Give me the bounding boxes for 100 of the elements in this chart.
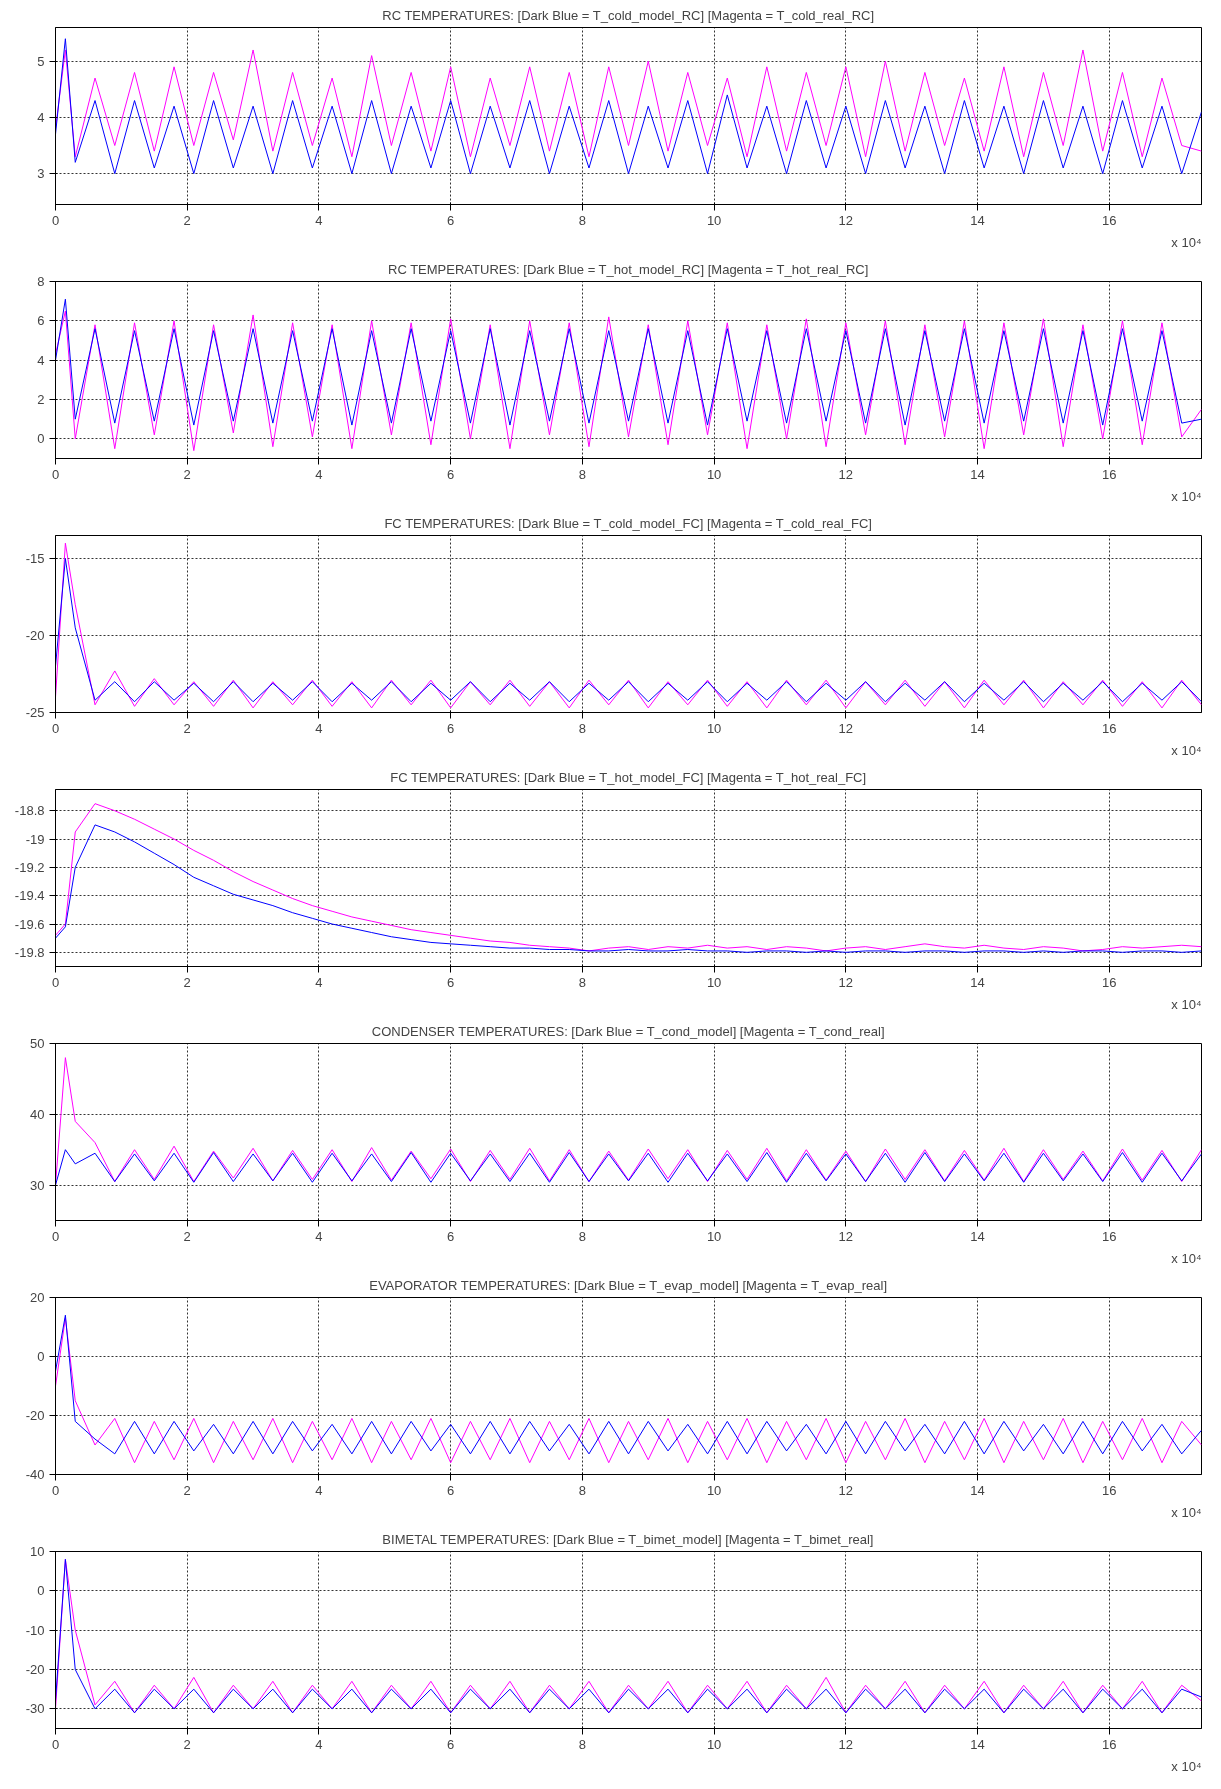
x-tick-label: 2 xyxy=(183,212,191,228)
x-tick-label: 4 xyxy=(315,1736,323,1752)
x-tick-label: 0 xyxy=(51,974,60,990)
y-tick-label: 3 xyxy=(37,166,45,182)
y-tick-label: 2 xyxy=(37,392,45,407)
text: x 10⁴ xyxy=(1171,234,1202,250)
x-tick-label: 16 xyxy=(1102,1482,1117,1498)
x-tick-label: 6 xyxy=(447,720,455,736)
x-tick-label: 0 xyxy=(51,1736,60,1752)
x-tick-label: 16 xyxy=(1102,212,1117,228)
x-tick-label: 6 xyxy=(447,1228,455,1244)
chart-title: RC TEMPERATURES: [Dark Blue = T_hot_model_RC] [Magenta = T_hot_real_RC] xyxy=(388,261,869,277)
text: x 10⁴ xyxy=(1171,1504,1202,1520)
y-tick-label: -20 xyxy=(25,1662,45,1677)
chart-title: FC TEMPERATURES: [Dark Blue = T_cold_model_FC] [Magenta = T_cold_real_FC] xyxy=(384,515,872,531)
x-tick-label: 10 xyxy=(706,974,722,990)
text: x 10⁴ xyxy=(1171,488,1202,504)
text: x 10⁴ xyxy=(1171,1250,1202,1266)
text: x 10⁴ xyxy=(1171,1758,1202,1774)
chart-title: BIMETAL TEMPERATURES: [Dark Blue = T_bimet_model] [Magenta = T_bimet_real] xyxy=(382,1531,874,1547)
x-tick-label: 2 xyxy=(183,1736,191,1752)
x-tick-label: 2 xyxy=(183,1482,191,1498)
x-tick-label: 10 xyxy=(706,1482,722,1498)
x-tick-label: 4 xyxy=(315,720,323,736)
y-tick-label: -10 xyxy=(25,1622,45,1638)
x-tick-label: 8 xyxy=(578,974,587,990)
y-tick-label: -40 xyxy=(25,1467,45,1482)
y-tick-label: 0 xyxy=(37,431,45,447)
line-series xyxy=(55,310,1202,452)
y-tick-label: -20 xyxy=(25,628,45,644)
x-tick-label: 10 xyxy=(706,212,722,228)
x-tick-label: 8 xyxy=(578,1482,587,1498)
line-series xyxy=(55,49,1202,158)
y-tick-label: -19.6 xyxy=(14,916,45,932)
y-tick-label: 50 xyxy=(30,1036,45,1051)
x-tick-label: 6 xyxy=(447,974,455,990)
y-tick-label: -25 xyxy=(25,705,45,720)
chart-title: EVAPORATOR TEMPERATURES: [Dark Blue = T_evap_model] [Magenta = T_evap_real] xyxy=(369,1277,888,1293)
y-tick-label: 20 xyxy=(30,1290,45,1305)
x-tick-label: 6 xyxy=(447,466,455,482)
y-tick-label: 5 xyxy=(37,53,45,69)
x-tick-label: 4 xyxy=(315,1228,323,1244)
x-tick-label: 10 xyxy=(706,1228,722,1244)
x-tick-label: 8 xyxy=(578,212,587,228)
y-tick-label: 4 xyxy=(37,352,45,368)
x-tick-label: 14 xyxy=(970,720,985,736)
line-series xyxy=(55,1149,1202,1186)
x-tick-label: 0 xyxy=(51,466,60,482)
x-tick-label: 12 xyxy=(838,212,854,228)
y-tick-label: -18.8 xyxy=(14,803,45,819)
x-tick-label: 14 xyxy=(970,1228,985,1244)
line-series xyxy=(55,38,1202,175)
x-tick-label: 2 xyxy=(183,974,191,990)
x-tick-label: 8 xyxy=(578,466,587,482)
y-tick-label: 40 xyxy=(30,1106,45,1122)
y-tick-label: 0 xyxy=(37,1349,45,1364)
x-tick-label: 2 xyxy=(183,720,191,736)
x-tick-label: 12 xyxy=(838,1482,854,1498)
x-tick-label: 14 xyxy=(970,1482,985,1498)
x-tick-label: 12 xyxy=(838,974,854,990)
line-series xyxy=(55,298,1202,426)
x-tick-label: 2 xyxy=(183,466,191,482)
x-tick-label: 6 xyxy=(447,1736,455,1752)
x-tick-label: 6 xyxy=(447,1482,455,1498)
y-tick-label: -30 xyxy=(25,1701,45,1717)
x-tick-label: 6 xyxy=(447,212,455,228)
y-tick-label: -19.8 xyxy=(14,944,45,960)
x-tick-label: 12 xyxy=(838,720,854,736)
y-tick-label: 30 xyxy=(30,1177,45,1193)
chart-title: FC TEMPERATURES: [Dark Blue = T_hot_model_FC] [Magenta = T_hot_real_FC] xyxy=(390,769,867,785)
y-tick-label: 6 xyxy=(37,313,45,329)
y-tick-label: -20 xyxy=(25,1408,45,1423)
x-tick-label: 12 xyxy=(838,466,854,482)
x-tick-label: 2 xyxy=(183,1228,191,1244)
x-tick-label: 14 xyxy=(970,1736,985,1752)
text: x 10⁴ xyxy=(1171,742,1202,758)
y-tick-label: 10 xyxy=(30,1544,45,1559)
x-tick-label: 0 xyxy=(51,212,60,228)
x-tick-label: 16 xyxy=(1102,1228,1117,1244)
x-tick-label: 4 xyxy=(315,1482,323,1498)
x-tick-label: 10 xyxy=(706,1736,722,1752)
x-tick-label: 14 xyxy=(970,212,985,228)
y-tick-label: 4 xyxy=(37,109,45,125)
x-tick-label: 14 xyxy=(970,466,985,482)
chart-title: RC TEMPERATURES: [Dark Blue = T_cold_model_RC] [Magenta = T_cold_real_RC] xyxy=(382,7,875,23)
x-tick-label: 0 xyxy=(51,1482,60,1498)
x-tick-label: 0 xyxy=(51,720,60,736)
x-tick-label: 8 xyxy=(578,1736,587,1752)
text: x 10⁴ xyxy=(1171,996,1202,1012)
x-tick-label: 0 xyxy=(51,1228,60,1244)
x-tick-label: 16 xyxy=(1102,720,1117,736)
x-tick-label: 16 xyxy=(1102,466,1117,482)
x-tick-label: 14 xyxy=(970,974,985,990)
y-tick-label: -19.4 xyxy=(14,888,45,904)
y-tick-label: -19.2 xyxy=(14,859,45,875)
line-series xyxy=(55,1558,1202,1714)
x-tick-label: 12 xyxy=(838,1228,854,1244)
x-tick-label: 4 xyxy=(315,212,323,228)
x-tick-label: 10 xyxy=(706,466,722,482)
x-tick-label: 16 xyxy=(1102,974,1117,990)
